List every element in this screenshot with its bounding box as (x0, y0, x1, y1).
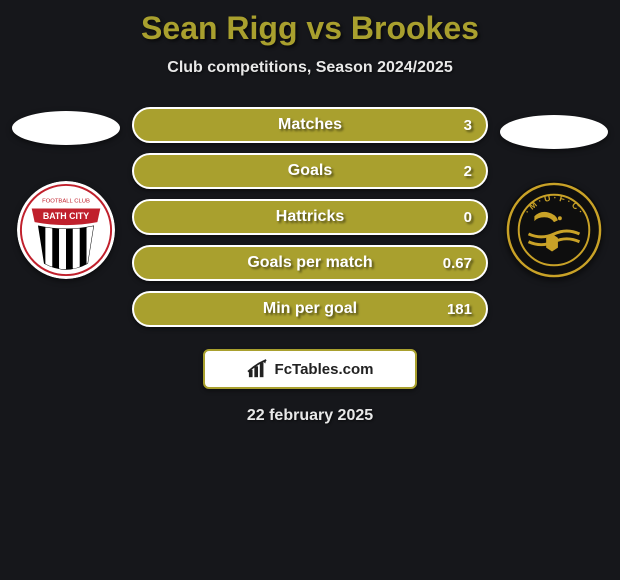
stats-list: Matches 3 Goals 2 Hattricks 0 Goals per … (132, 107, 488, 327)
stat-row-goals: Goals 2 (132, 153, 488, 189)
left-player-photo-placeholder (12, 111, 120, 145)
svg-text:BATH CITY: BATH CITY (43, 211, 89, 221)
stat-row-goals-per-match: Goals per match 0.67 (132, 245, 488, 281)
right-player-column: · M · U · F · C · (498, 107, 610, 279)
stat-right-value: 2 (464, 163, 472, 180)
stat-label: Goals (288, 162, 332, 180)
stat-label: Hattricks (276, 208, 344, 226)
right-player-photo-placeholder (500, 115, 608, 149)
stat-label: Matches (278, 116, 342, 134)
left-player-column: BATH CITY FOOTBALL CLUB (10, 107, 122, 279)
page-title: Sean Rigg vs Brookes (0, 10, 620, 47)
bath-city-crest-icon: BATH CITY FOOTBALL CLUB (17, 181, 115, 279)
svg-text:FOOTBALL CLUB: FOOTBALL CLUB (42, 199, 90, 205)
stat-right-value: 0 (464, 209, 472, 226)
stat-right-value: 0.67 (443, 255, 472, 272)
stat-label: Min per goal (263, 300, 357, 318)
source-badge[interactable]: FcTables.com (203, 349, 417, 389)
mufc-crest-icon: · M · U · F · C · (505, 181, 603, 279)
stat-row-hattricks: Hattricks 0 (132, 199, 488, 235)
stat-row-min-per-goal: Min per goal 181 (132, 291, 488, 327)
right-club-crest: · M · U · F · C · (505, 181, 603, 279)
source-text: FcTables.com (275, 361, 374, 378)
stat-label: Goals per match (247, 254, 372, 272)
bar-chart-icon (247, 359, 269, 379)
comparison-card: Sean Rigg vs Brookes Club competitions, … (0, 0, 620, 425)
main-row: BATH CITY FOOTBALL CLUB (0, 107, 620, 327)
stat-right-value: 3 (464, 117, 472, 134)
subtitle: Club competitions, Season 2024/2025 (0, 59, 620, 77)
snapshot-date: 22 february 2025 (0, 407, 620, 425)
left-club-crest: BATH CITY FOOTBALL CLUB (17, 181, 115, 279)
stat-right-value: 181 (447, 301, 472, 318)
stat-row-matches: Matches 3 (132, 107, 488, 143)
